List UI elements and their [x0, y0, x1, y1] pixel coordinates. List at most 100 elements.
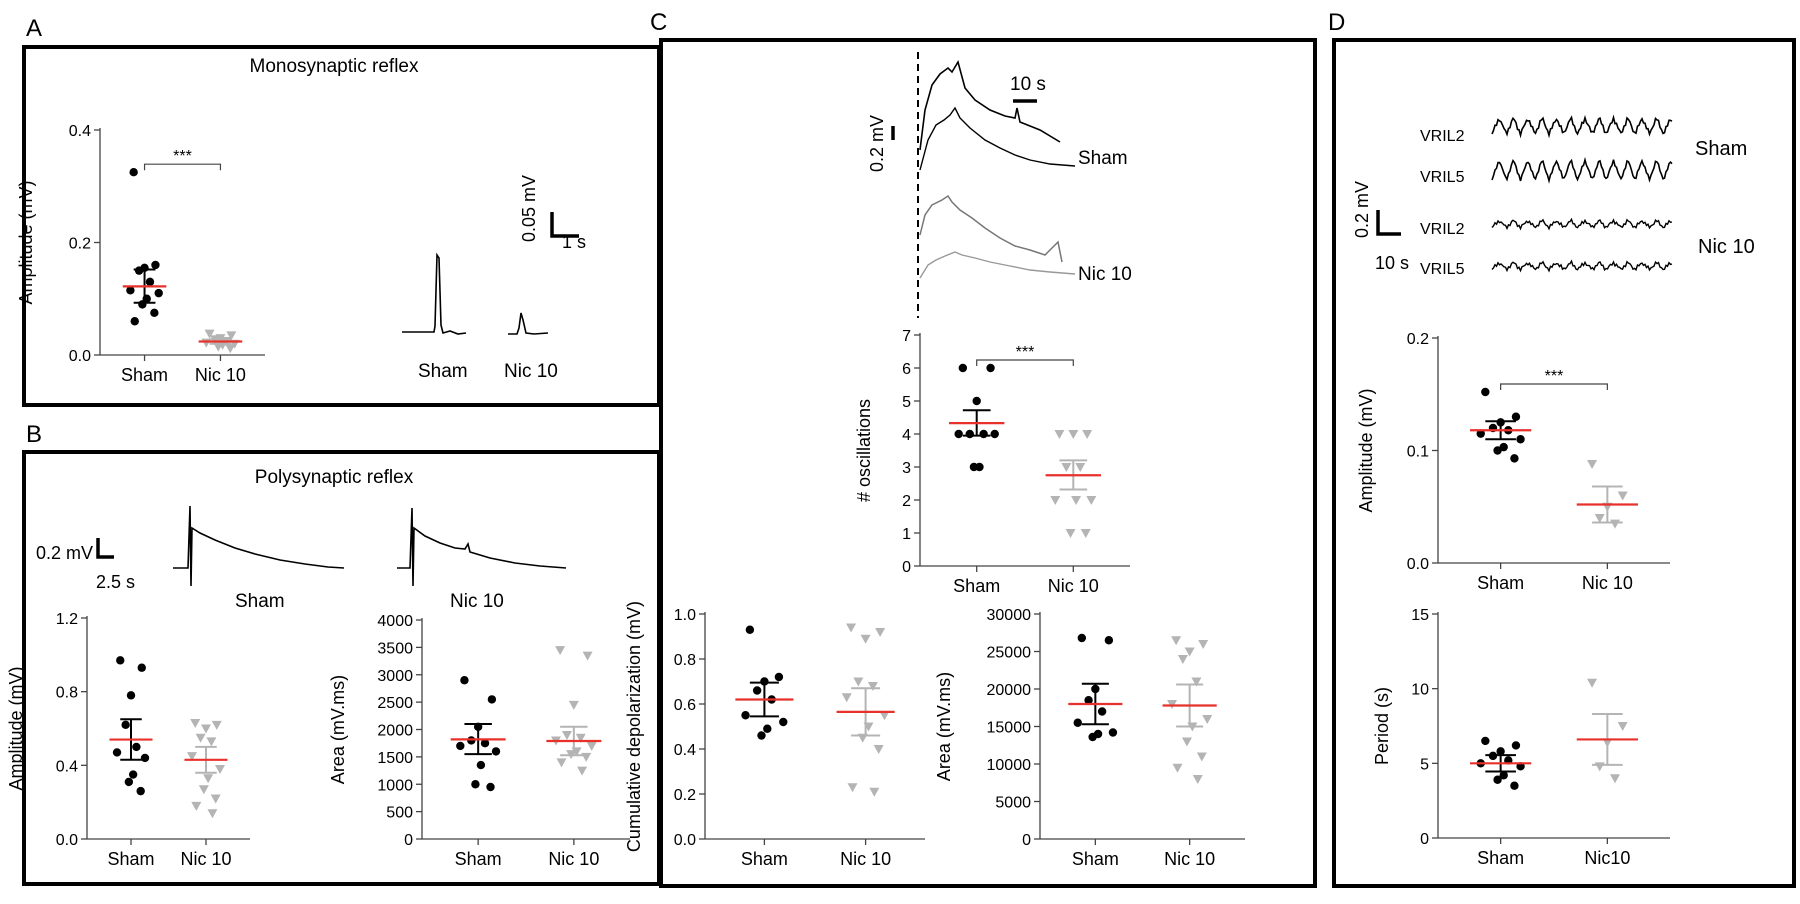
y-tick-label: 3500	[377, 640, 413, 657]
trace-sham	[173, 505, 345, 587]
data-point-nic	[863, 722, 874, 732]
scale-bar-y-label: 0.05 mV	[519, 175, 539, 242]
y-tick-label: 0	[404, 832, 413, 849]
data-point-sham	[456, 741, 465, 751]
data-point-nic	[1071, 496, 1082, 505]
chart-c-oscillations: 0 1 2 3 4 5 6 7 Sham Nic 10 # oscillations ***	[854, 328, 1130, 596]
data-point-nic	[1602, 738, 1613, 748]
x-tick-label: Sham	[1477, 848, 1524, 868]
data-point-sham	[137, 663, 146, 672]
data-point-nic	[873, 745, 884, 754]
data-point-nic	[1594, 762, 1605, 772]
data-point-sham	[1481, 387, 1490, 397]
data-point-nic	[879, 711, 890, 721]
chart-c-area: 0 5000 10000 15000 20000 25000 30000 Sham Nic 10…	[934, 607, 1245, 869]
y-tick-label: 0.2	[69, 236, 91, 253]
x-tick-label: Sham	[455, 849, 502, 869]
panel-d-frame	[1332, 38, 1796, 888]
data-point-nic	[869, 787, 880, 797]
y-tick-label: 0	[902, 559, 911, 576]
y-tick-label: 0.0	[1407, 556, 1429, 573]
root-label-3: VRIL2	[1420, 221, 1465, 238]
trace-sham-vril5	[1491, 156, 1673, 184]
data-point-nic	[1068, 430, 1079, 439]
y-axis-label: Amplitude (mV)	[16, 180, 36, 304]
chart-a-amplitude: 0.0 0.2 0.4 Sham Nic 10 Amplitude (mV) ***	[16, 123, 265, 385]
y-tick-label: 4	[902, 427, 911, 444]
data-point-sham	[129, 167, 138, 177]
data-point-sham	[473, 722, 483, 731]
trace-nic-vril2	[1491, 217, 1673, 231]
data-point-nic	[571, 747, 582, 757]
y-tick-label: 3000	[377, 668, 413, 685]
significance-label: ***	[173, 148, 192, 165]
data-point-nic	[1171, 636, 1182, 646]
trace-label-nic: Nic 10	[1078, 264, 1132, 285]
data-point-nic	[210, 794, 221, 804]
data-point-sham	[1496, 747, 1505, 756]
data-point-sham	[1091, 684, 1100, 694]
data-point-sham	[1511, 741, 1521, 750]
trace-sham-vril5	[919, 106, 1076, 171]
data-point-nic	[1610, 519, 1621, 529]
data-point-sham	[121, 720, 130, 730]
y-tick-label: 2500	[377, 695, 413, 712]
data-point-sham	[486, 782, 495, 792]
data-point-nic	[1617, 722, 1628, 731]
panel-a-letter: A	[26, 15, 42, 42]
data-point-sham	[487, 695, 497, 704]
data-point-nic	[1594, 514, 1605, 523]
x-tick-label: Nic10	[1584, 848, 1630, 868]
data-point-sham	[128, 770, 138, 779]
data-point-sham	[140, 753, 150, 763]
data-point-sham	[1516, 435, 1525, 444]
trace-label-nic: Nic 10	[450, 591, 504, 612]
data-point-nic	[1184, 647, 1195, 657]
trace-label-sham: Sham	[1078, 148, 1128, 169]
scale-bar	[1376, 210, 1401, 236]
data-point-nic	[1054, 430, 1065, 439]
x-tick-label: Sham	[107, 849, 154, 869]
data-point-nic	[555, 646, 566, 656]
data-point-sham	[1493, 775, 1502, 784]
y-tick-label: 0	[1022, 832, 1031, 849]
y-tick-label: 30000	[987, 607, 1032, 624]
x-tick-label: Nic 10	[1164, 849, 1215, 869]
data-point-sham	[1481, 736, 1490, 746]
y-axis-label: # oscillations	[854, 399, 874, 502]
y-tick-label: 0.4	[69, 123, 91, 140]
y-tick-label: 2	[902, 493, 911, 510]
trace-label-nic: Nic 10	[504, 361, 558, 382]
trace-label-sham: Sham	[235, 591, 285, 612]
panel-a-traces: 0.05 mV 1 s Sham Nic 10	[402, 175, 586, 382]
scale-bar	[550, 212, 579, 238]
data-point-nic	[1061, 463, 1072, 472]
y-tick-label: 15000	[987, 720, 1032, 737]
data-point-sham	[476, 760, 486, 770]
y-tick-label: 5000	[995, 795, 1031, 812]
data-point-sham	[1088, 732, 1097, 742]
y-tick-label: 1.0	[674, 607, 696, 624]
data-point-nic	[853, 677, 864, 687]
y-tick-label: 0	[1420, 831, 1429, 848]
data-point-nic	[1172, 763, 1183, 773]
data-point-nic	[860, 634, 871, 644]
data-point-nic	[1080, 529, 1091, 538]
scale-bar-y-label: 0.2 mV	[867, 115, 887, 172]
scale-bar-x-label: 1 s	[562, 232, 586, 252]
panel-a-frame	[22, 45, 661, 407]
scale-bar-x-label: 10 s	[1010, 74, 1046, 95]
data-point-nic	[1192, 775, 1203, 784]
chart-c-cumulative-depolarization: 0.0 0.2 0.4 0.6 0.8 1.0 Sham Nic 10 Cumulative d…	[624, 601, 925, 869]
panel-c-traces: 10 s 0.2 mV Sham Nic 10	[867, 52, 1132, 318]
x-tick-label: Nic 10	[1582, 573, 1633, 593]
data-point-nic	[1086, 496, 1097, 505]
x-tick-label: Sham	[1072, 849, 1119, 869]
y-axis-label: Period (s)	[1372, 687, 1392, 765]
data-point-sham	[480, 738, 490, 748]
data-point-sham	[471, 780, 480, 789]
trace-label-sham: Sham	[1695, 138, 1747, 160]
x-tick-label: Sham	[1477, 573, 1524, 593]
x-tick-label: Nic 10	[840, 849, 891, 869]
